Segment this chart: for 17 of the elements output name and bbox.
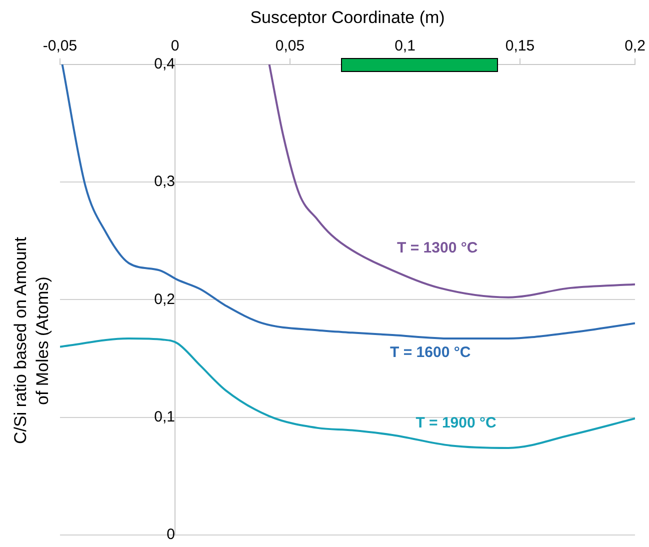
y-tick-label: 0,3 (154, 173, 175, 190)
y-tick-label: 0,2 (154, 290, 175, 308)
x-tick-label: 0,05 (275, 38, 305, 55)
line-series (268, 64, 635, 298)
y-tick-label: 0,4 (154, 56, 175, 73)
x-tick-label: 0,2 (624, 38, 646, 55)
y-tick-label: 0 (166, 526, 175, 544)
series-label: T = 1900 °C (416, 414, 496, 432)
y-tick-label: 0,1 (154, 408, 175, 426)
line-series (60, 338, 635, 449)
x-tick-label: -0,05 (42, 38, 78, 55)
series-label: T = 1300 °C (397, 239, 478, 256)
x-tick-label: 0,1 (394, 38, 416, 55)
series-label: T = 1600 °C (390, 344, 471, 362)
x-tick-label: 0,15 (505, 38, 535, 55)
x-axis-title: Susceptor Coordinate (m) (250, 8, 445, 27)
y-axis-title: C/Si ratio based on Amount of Moles (Atoms) (10, 236, 53, 446)
